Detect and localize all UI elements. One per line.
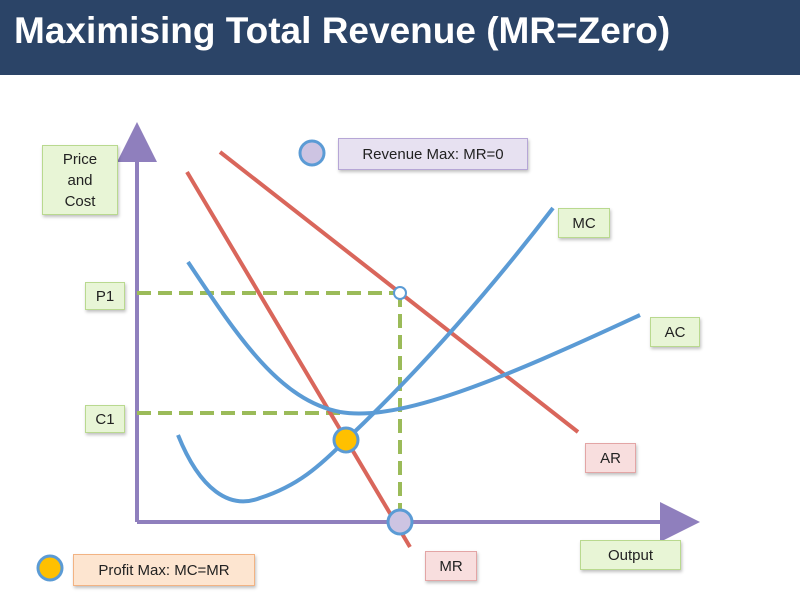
mc-curve [176,206,555,504]
price-point [393,286,407,300]
mr-label: MR [425,551,477,581]
x-axis-label: Output [580,540,681,570]
ar-label: AR [585,443,636,473]
y-label-line: Price [62,150,98,168]
profit-max-point [332,426,360,454]
ac-curve [186,260,641,416]
revenue-max-icon [298,139,326,167]
y-label-line: and [67,171,93,189]
revenue-max-legend: Revenue Max: MR=0 [338,138,528,170]
guide-lines [137,291,402,522]
title-bar: Maximising Total Revenue (MR=Zero) [0,0,800,75]
c1-label: C1 [85,405,125,433]
p1-label: P1 [85,282,125,310]
title: Maximising Total Revenue (MR=Zero) [14,10,671,51]
y-axis-label: Price and Cost [42,145,118,215]
mc-label: MC [558,208,610,238]
profit-max-legend: Profit Max: MC=MR [73,554,255,586]
mr-curve [185,170,412,549]
ac-label: AC [650,317,700,347]
profit-max-icon [36,554,64,582]
y-label-line: Cost [64,192,96,210]
revenue-max-point [386,508,414,536]
